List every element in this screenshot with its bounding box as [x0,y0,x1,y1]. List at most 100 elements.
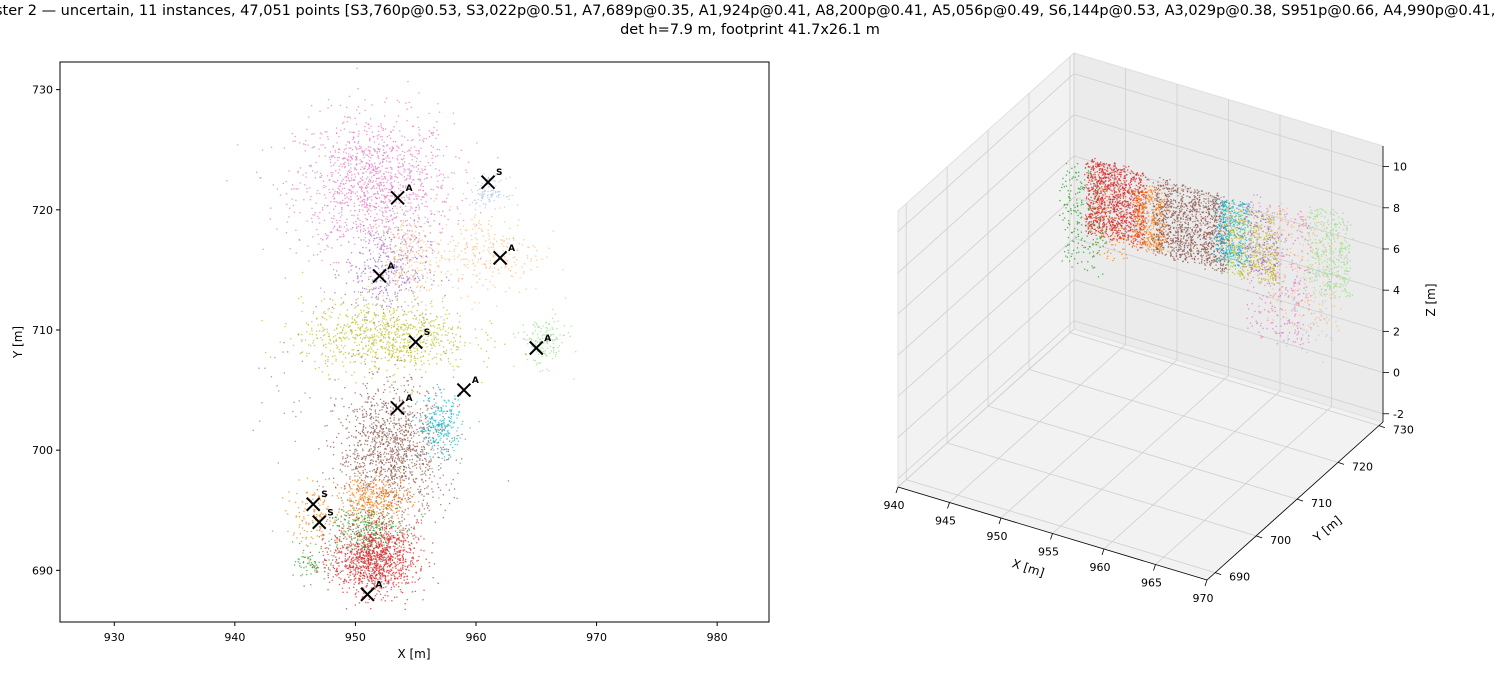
data-point [299,212,301,214]
data-point [373,365,375,367]
data-point [405,281,407,283]
data-point [491,189,493,192]
data-point [375,295,378,298]
data-point [362,416,364,418]
data-point [422,341,424,343]
data-point [426,329,428,331]
data-point [394,381,396,383]
data-point [344,465,346,467]
data-point [425,453,427,456]
data-point [426,504,428,506]
data-point [338,226,340,229]
data-point [334,303,336,305]
data-point [338,262,340,264]
data-point [444,433,447,435]
data-point [365,154,367,156]
data-point [370,166,372,168]
data-point [421,446,423,448]
data-point [434,419,436,422]
data-point [409,238,411,240]
data-point [398,166,400,169]
data-point [416,452,419,454]
data-point [418,225,420,228]
data-point [311,147,313,149]
data-point [378,184,380,186]
data-point [425,330,427,332]
data-point [397,333,399,335]
data-point [348,484,351,487]
data-point [325,197,327,199]
data-point [386,245,388,247]
data-point [438,169,441,172]
data-point [466,242,468,244]
data-point [374,360,376,363]
data-point [394,227,396,229]
data-point [436,442,438,444]
data-point [436,121,438,123]
data-point [356,230,358,232]
data-point [366,211,368,213]
data-point [443,422,445,424]
data-point [440,406,442,409]
data-point [386,181,388,184]
data-point [411,265,413,267]
data-point [367,291,369,293]
data-point [395,267,397,269]
data-point [347,316,349,318]
data-point [373,237,375,240]
data-point [379,409,381,412]
data-point [376,246,379,248]
data-point [395,448,398,451]
data-point [295,229,297,231]
data-point [394,291,396,293]
data-point [546,341,548,343]
data-point [321,300,323,302]
data-point [447,332,449,334]
data-point [424,168,426,171]
data-point [472,252,475,254]
data-point [431,247,433,250]
data-point [338,189,341,191]
data-point [369,336,371,338]
data-point [407,430,409,432]
data-point [391,431,393,433]
data-point [446,435,448,437]
data-point [393,255,395,258]
data-point [335,360,337,362]
data-point [362,426,365,428]
data-point [340,183,342,185]
data-point [429,425,431,427]
data-point [393,475,395,478]
data-point [396,323,398,325]
data-point [387,247,390,250]
data-point [406,329,408,331]
data-point [541,346,543,348]
data-point [415,286,418,288]
data-point [399,425,402,427]
data-point [377,267,380,269]
data-point [443,433,446,435]
data-point [443,350,445,353]
data-point [316,330,318,332]
data-point [356,109,358,111]
data-point [357,88,359,90]
data-point [453,436,455,438]
data-point [413,435,415,437]
data-point [462,273,464,276]
data-point [406,219,408,222]
data-point [457,287,459,289]
data-point [379,471,382,473]
data-point [504,221,506,223]
data-point [362,448,364,450]
data-point [371,470,374,472]
data-point [355,448,357,450]
data-point [286,221,288,223]
data-point [400,413,403,415]
data-point [386,459,388,462]
data-point [336,142,338,144]
data-point [394,474,396,476]
data-point [403,486,405,488]
data-point [380,332,382,334]
data-point [364,99,366,101]
data-point [399,342,402,344]
